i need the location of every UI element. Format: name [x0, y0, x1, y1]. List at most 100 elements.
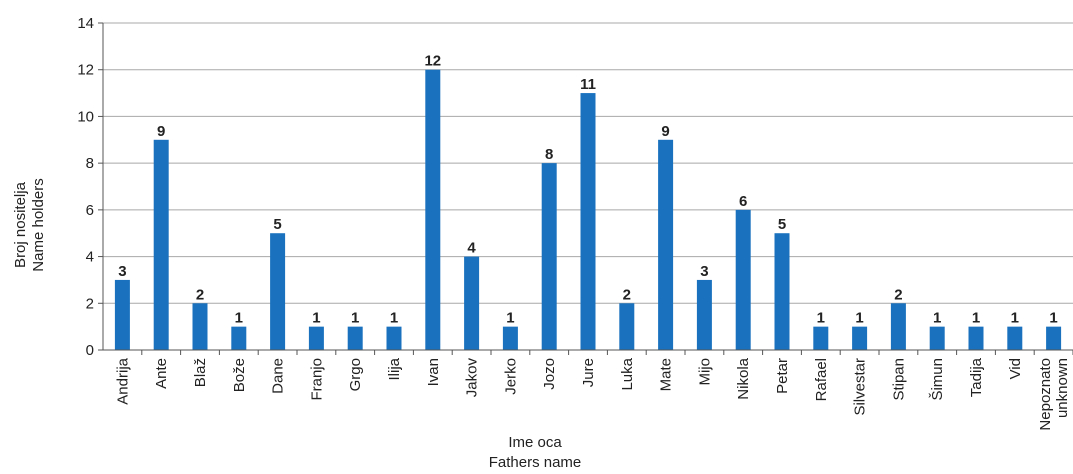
x-category-label: Tadija [968, 357, 985, 397]
x-category-label: Ilija [386, 357, 403, 380]
x-category-label: Petar [774, 358, 791, 394]
bar [153, 139, 169, 350]
x-category-label-group: Vid [1007, 358, 1024, 379]
y-axis-title: Broj nositelja Name holders [12, 178, 47, 271]
x-category-label-group: Ivan [425, 358, 442, 386]
x-category-label: Andrija [114, 357, 131, 404]
y-tick-label: 8 [86, 155, 94, 172]
data-label: 1 [972, 310, 980, 327]
bar [852, 326, 868, 350]
x-axis-title: Ime oca Fathers name [489, 434, 582, 471]
data-label: 11 [580, 76, 596, 93]
data-label: 4 [467, 240, 476, 257]
data-label: 9 [661, 123, 669, 140]
data-label: 8 [545, 146, 553, 163]
x-category-label: Vid [1007, 358, 1024, 379]
data-label: 3 [700, 263, 708, 280]
x-category-label-group: Stipan [890, 358, 907, 401]
bar [890, 303, 906, 350]
data-label: 2 [623, 286, 631, 303]
bar [658, 139, 674, 350]
data-label: 2 [894, 286, 902, 303]
data-label: 5 [778, 216, 786, 233]
x-category-label: Mijo [696, 358, 713, 386]
x-category-label-group: Nikola [735, 357, 752, 399]
x-category-label-group: Blaž [192, 358, 209, 387]
x-category-label: Jure [580, 358, 597, 387]
x-category-label: Jerko [502, 358, 519, 395]
bar [813, 326, 829, 350]
bar [1046, 326, 1062, 350]
x-category-label-group: Jakov [464, 358, 481, 398]
x-category-label: Nepoznato [1037, 358, 1054, 431]
y-axis-title-line-2: Name holders [30, 178, 47, 271]
x-category-label-group: Mate [658, 358, 675, 391]
y-tick-label: 4 [86, 249, 94, 266]
data-label: 1 [351, 310, 359, 327]
bar [619, 303, 635, 350]
bar [270, 233, 286, 350]
data-label: 1 [390, 310, 398, 327]
x-category-label: Nikola [735, 357, 752, 399]
bar [774, 233, 790, 350]
x-category-label-group: Ilija [386, 357, 403, 380]
x-category-label: Jakov [464, 358, 481, 398]
x-category-label: Jozo [541, 358, 558, 390]
x-category-label: Silvestar [852, 358, 869, 416]
x-axis-title-line-2: Fathers name [489, 454, 582, 471]
bar [308, 326, 324, 350]
x-category-label: Blaž [192, 358, 209, 387]
data-label: 1 [855, 310, 863, 327]
data-label: 6 [739, 193, 747, 210]
x-category-label-group: Dane [270, 358, 287, 394]
x-category-label: unknown [1054, 358, 1071, 418]
x-category-label-group: Luka [619, 357, 636, 390]
x-category-label-group: Franjo [308, 358, 325, 401]
x-category-label: Stipan [890, 358, 907, 401]
x-category-label-group: Silvestar [852, 358, 869, 416]
data-label: 12 [424, 53, 441, 70]
x-category-label-group: Andrija [114, 357, 131, 404]
x-category-label: Franjo [308, 358, 325, 401]
data-label: 1 [1011, 310, 1019, 327]
data-label: 9 [157, 123, 165, 140]
x-category-label: Ivan [425, 358, 442, 386]
y-tick-label: 0 [86, 342, 94, 359]
bar [192, 303, 208, 350]
x-category-label-group: Jerko [502, 358, 519, 395]
bar [347, 326, 363, 350]
x-category-label: Ante [153, 358, 170, 389]
bars [114, 69, 1062, 351]
data-label: 3 [118, 263, 126, 280]
y-tick-label: 6 [86, 202, 94, 219]
data-label: 1 [817, 310, 825, 327]
y-axis-title-line-1: Broj nositelja [12, 181, 29, 268]
x-category-label: Rafael [813, 358, 830, 401]
axes [102, 23, 1073, 355]
data-label: 1 [1049, 310, 1057, 327]
data-label: 1 [506, 310, 514, 327]
y-tick-label: 10 [77, 108, 94, 125]
x-category-label: Dane [270, 358, 287, 394]
x-axis-category-labels: Andrija Ante Blaž Bože Dane Franjo Grgo Ilija Iv… [114, 357, 1071, 430]
x-category-label: Šimun [929, 358, 946, 401]
bar [735, 209, 751, 350]
x-category-label: Mate [658, 358, 675, 391]
y-tick-label: 12 [77, 62, 94, 79]
bar [929, 326, 945, 350]
bar [231, 326, 247, 350]
bar [696, 279, 712, 350]
bar [541, 163, 557, 350]
y-axis-ticks: 0 2 4 6 8 10 12 14 [77, 15, 103, 359]
x-category-label-group: Grgo [347, 358, 364, 391]
bar [502, 326, 518, 350]
data-label: 1 [312, 310, 320, 327]
y-tick-label: 2 [86, 295, 94, 312]
bar [580, 93, 596, 351]
x-category-label-group: Rafael [813, 358, 830, 401]
x-category-label-group: Ante [153, 358, 170, 389]
x-category-label-group: Šimun [929, 358, 946, 401]
y-tick-label: 14 [77, 15, 94, 32]
